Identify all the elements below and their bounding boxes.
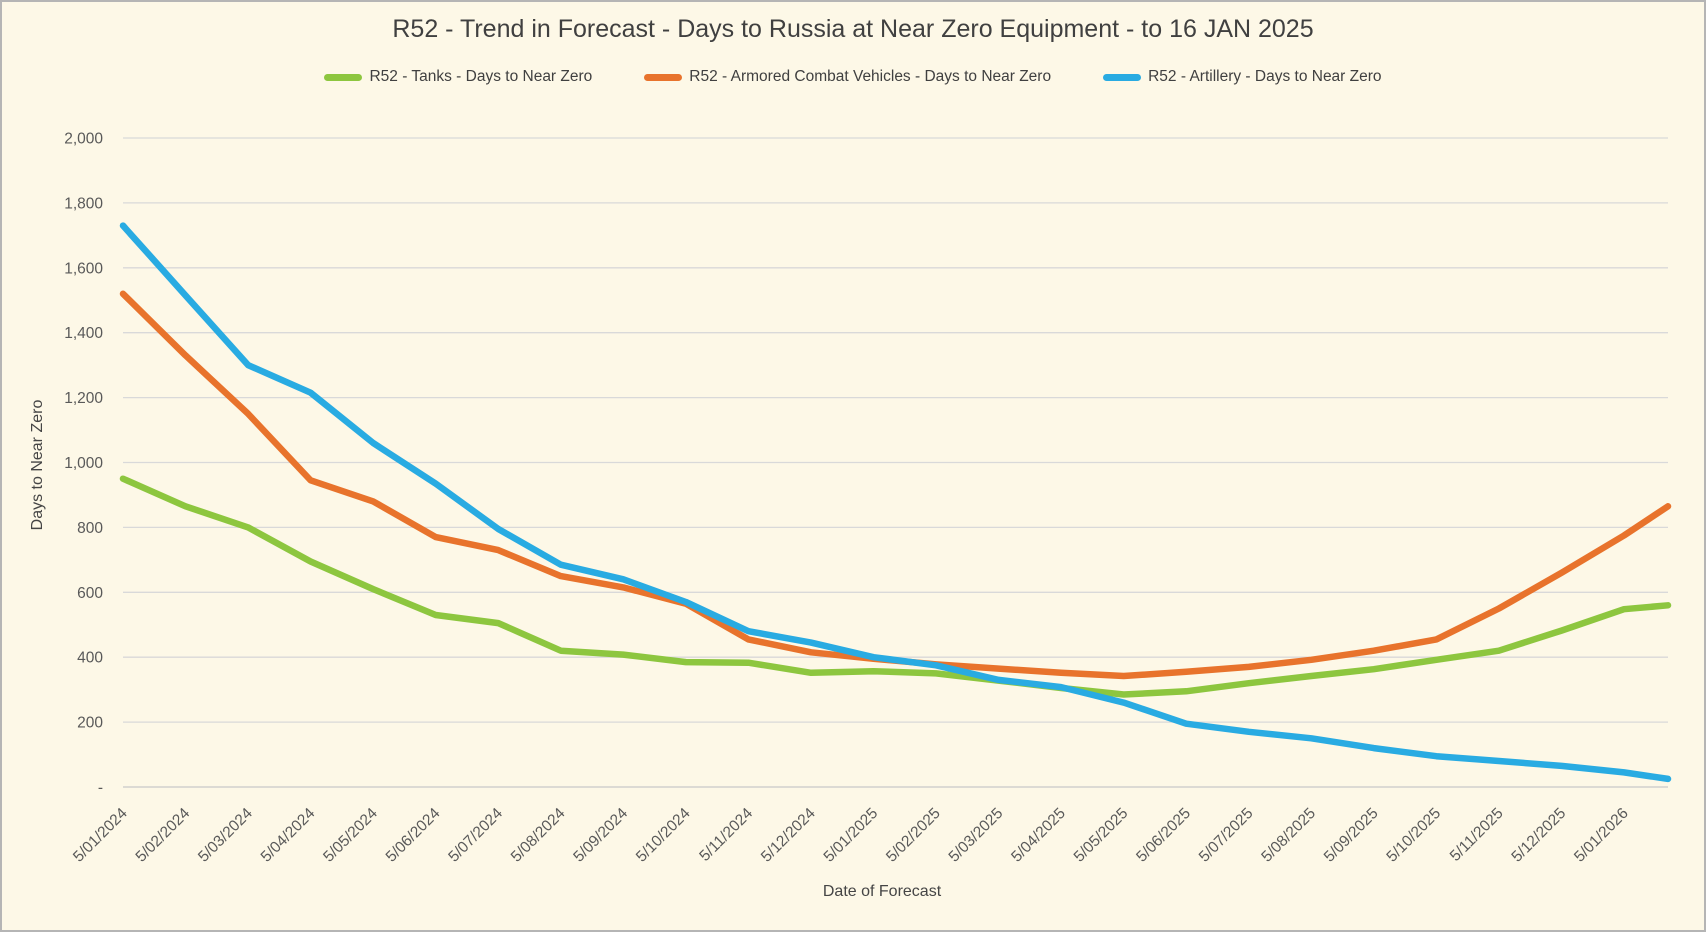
gridlines <box>123 137 1668 788</box>
y-axis-tick-labels: - 200 400 600 800 1,000 1,200 1,400 1,600 1,800 2,… <box>64 131 103 797</box>
x-tick-label: 5/08/2024 <box>508 805 569 866</box>
y-tick-label: 2,000 <box>64 131 103 148</box>
legend-item-artillery[interactable]: R52 - Artillery - Days to Near Zero <box>1103 68 1382 86</box>
y-tick-label: 600 <box>77 585 103 602</box>
x-tick-label: 5/02/2025 <box>883 805 944 866</box>
x-tick-label: 5/03/2025 <box>946 805 1007 866</box>
series-line-1[interactable] <box>119 290 1672 680</box>
x-tick-label: 5/06/2024 <box>383 805 444 866</box>
x-tick-label: 5/01/2024 <box>70 805 131 866</box>
x-tick-label: 5/09/2024 <box>570 805 631 866</box>
x-axis-title: Date of Forecast <box>823 883 942 900</box>
y-tick-label: 1,000 <box>64 455 103 472</box>
y-tick-label: 800 <box>77 520 103 537</box>
acv-line-swatch-icon <box>644 73 683 81</box>
x-tick-label: 5/01/2026 <box>1571 805 1632 866</box>
series-line-2[interactable] <box>119 222 1672 783</box>
legend-label-artillery: R52 - Artillery - Days to Near Zero <box>1148 68 1382 85</box>
y-axis-title: Days to Near Zero <box>29 400 46 531</box>
y-tick-label: 1,800 <box>64 195 103 212</box>
x-tick-label: 5/12/2025 <box>1508 805 1569 866</box>
legend-label-tanks: R52 - Tanks - Days to Near Zero <box>369 68 593 85</box>
x-tick-label: 5/06/2025 <box>1133 805 1194 866</box>
x-tick-label: 5/08/2025 <box>1258 805 1319 866</box>
legend: R52 - Tanks - Days to Near Zero R52 - Ar… <box>2 68 1704 86</box>
x-tick-label: 5/02/2024 <box>133 805 194 866</box>
y-tick-label: 1,400 <box>64 325 103 342</box>
y-tick-label: - <box>98 780 103 797</box>
y-tick-label: 200 <box>77 715 103 732</box>
x-tick-label: 5/05/2025 <box>1071 805 1132 866</box>
x-tick-label: 5/05/2024 <box>320 805 381 866</box>
x-axis-tick-labels: 5/01/2024 5/02/2024 5/03/2024 5/04/2024 5/05… <box>70 805 1632 866</box>
chart-title: R52 - Trend in Forecast - Days to Russia… <box>392 15 1314 43</box>
series-lines <box>119 222 1672 783</box>
x-tick-label: 5/10/2025 <box>1383 805 1444 866</box>
legend-item-tanks[interactable]: R52 - Tanks - Days to Near Zero <box>324 68 592 86</box>
x-tick-label: 5/11/2024 <box>696 805 756 865</box>
y-tick-label: 1,200 <box>64 390 103 407</box>
legend-item-acv[interactable]: R52 - Armored Combat Vehicles - Days to … <box>644 68 1051 86</box>
x-tick-label: 5/04/2024 <box>258 805 319 866</box>
artillery-line-swatch-icon <box>1103 73 1142 81</box>
series-line-0[interactable] <box>119 475 1672 698</box>
legend-label-acv: R52 - Armored Combat Vehicles - Days to … <box>689 68 1052 85</box>
x-tick-label: 5/04/2025 <box>1008 805 1069 866</box>
tanks-line-swatch-icon <box>324 73 363 81</box>
y-tick-label: 400 <box>77 650 103 667</box>
x-tick-label: 5/03/2024 <box>195 805 256 866</box>
x-tick-label: 5/07/2025 <box>1196 805 1257 866</box>
x-tick-label: 5/01/2025 <box>821 805 882 866</box>
x-tick-label: 5/10/2024 <box>633 805 694 866</box>
y-tick-label: 1,600 <box>64 260 103 277</box>
x-tick-label: 5/12/2024 <box>758 805 819 866</box>
x-tick-label: 5/07/2024 <box>445 805 506 866</box>
x-tick-label: 5/09/2025 <box>1321 805 1382 866</box>
x-tick-label: 5/11/2025 <box>1447 805 1507 865</box>
